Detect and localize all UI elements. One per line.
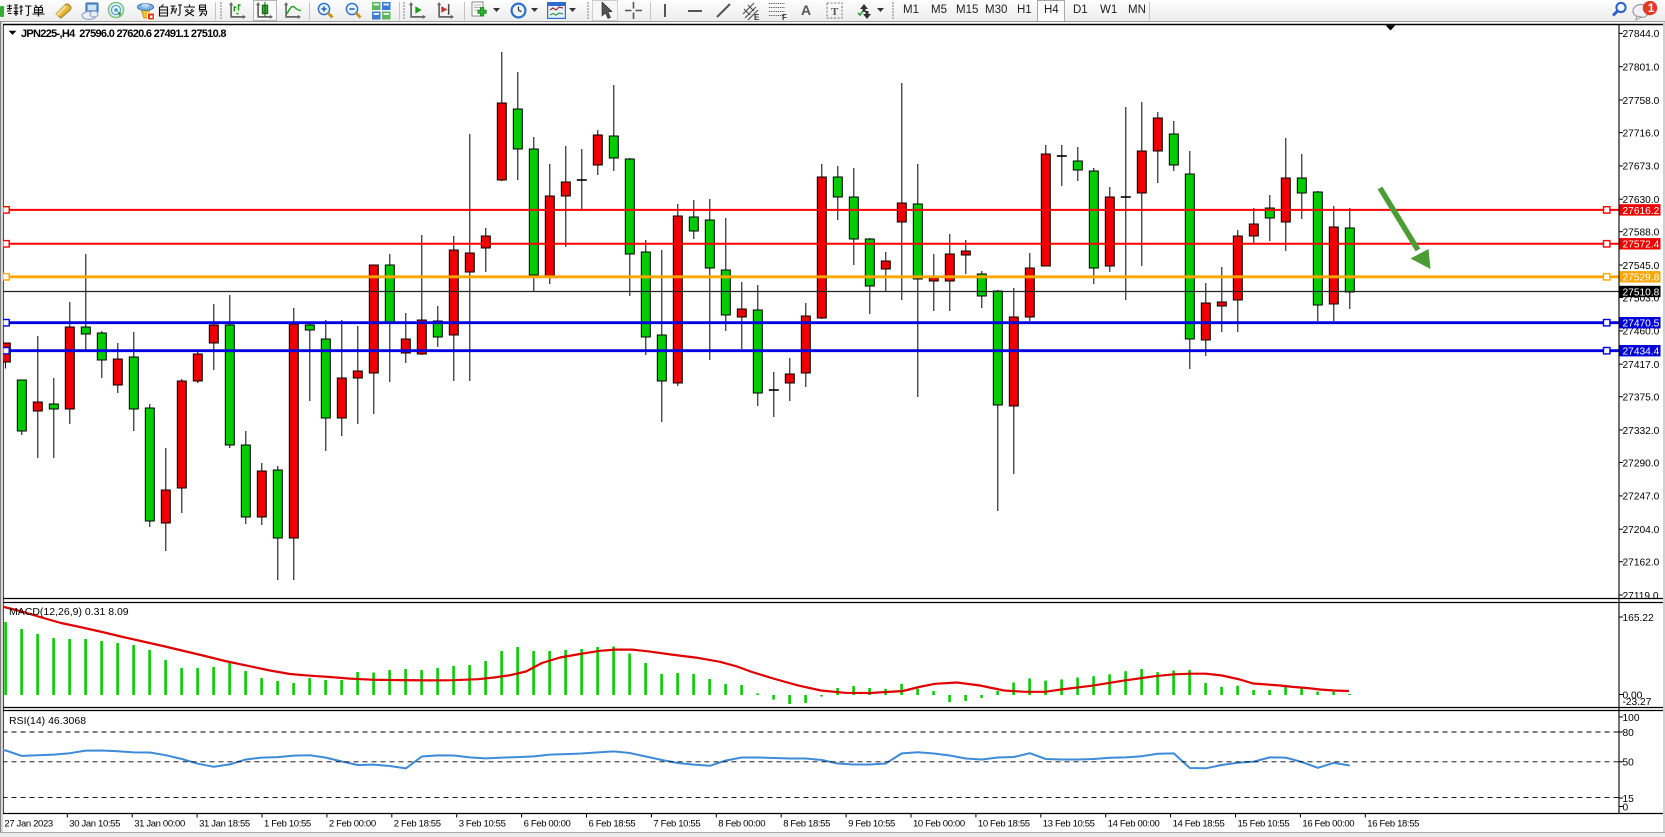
svg-text:27545.0: 27545.0: [1623, 261, 1660, 272]
svg-text:27510.8: 27510.8: [1623, 287, 1660, 298]
svg-text:100: 100: [1623, 713, 1640, 724]
svg-text:27332.0: 27332.0: [1623, 426, 1660, 437]
svg-text:6 Feb 00:00: 6 Feb 00:00: [524, 819, 571, 830]
svg-text:8 Feb 00:00: 8 Feb 00:00: [718, 819, 765, 830]
svg-text:15: 15: [1623, 794, 1635, 805]
svg-text:0.00: 0.00: [1623, 690, 1643, 701]
svg-text:E: E: [754, 13, 760, 21]
svg-text:16 Feb 00:00: 16 Feb 00:00: [1302, 819, 1354, 830]
svg-text:27716.0: 27716.0: [1623, 128, 1660, 139]
svg-text:27375.0: 27375.0: [1623, 393, 1660, 404]
svg-text:14 Feb 18:55: 14 Feb 18:55: [1173, 819, 1225, 830]
svg-text:27119.0: 27119.0: [1623, 591, 1659, 602]
svg-text:RSI(14) 46.3068: RSI(14) 46.3068: [9, 715, 86, 727]
svg-text:27673.0: 27673.0: [1623, 162, 1660, 173]
svg-text:27247.0: 27247.0: [1623, 492, 1660, 503]
svg-text:JPN225-,H4 27596.0 27620.6 27: JPN225-,H4 27596.0 27620.6 27491.1 27510…: [21, 28, 226, 40]
svg-text:3 Feb 10:55: 3 Feb 10:55: [459, 819, 506, 830]
svg-text:1: 1: [1648, 1, 1655, 15]
svg-text:13 Feb 10:55: 13 Feb 10:55: [1043, 819, 1095, 830]
svg-text:27572.4: 27572.4: [1623, 240, 1660, 251]
svg-text:2 Feb 18:55: 2 Feb 18:55: [394, 819, 441, 830]
svg-text:27588.0: 27588.0: [1623, 228, 1660, 239]
svg-text:10 Feb 00:00: 10 Feb 00:00: [913, 819, 965, 830]
svg-text:27801.0: 27801.0: [1623, 63, 1660, 74]
svg-text:16 Feb 18:55: 16 Feb 18:55: [1367, 819, 1419, 830]
svg-text:165.22: 165.22: [1623, 613, 1654, 624]
svg-text:6 Feb 18:55: 6 Feb 18:55: [589, 819, 636, 830]
svg-text:27630.0: 27630.0: [1623, 195, 1660, 206]
svg-text:14 Feb 00:00: 14 Feb 00:00: [1108, 819, 1160, 830]
svg-text:1 Feb 10:55: 1 Feb 10:55: [264, 819, 311, 830]
svg-text:27434.4: 27434.4: [1623, 347, 1660, 358]
svg-text:27162.0: 27162.0: [1623, 558, 1660, 569]
svg-text:27470.5: 27470.5: [1623, 319, 1660, 330]
svg-text:9 Feb 10:55: 9 Feb 10:55: [848, 819, 895, 830]
svg-text:27529.8: 27529.8: [1623, 273, 1660, 284]
svg-text:15 Feb 10:55: 15 Feb 10:55: [1238, 819, 1290, 830]
svg-text:31 Jan 00:00: 31 Jan 00:00: [134, 819, 185, 830]
svg-text:27417.0: 27417.0: [1623, 360, 1660, 371]
svg-text:7 Feb 10:55: 7 Feb 10:55: [653, 819, 700, 830]
svg-text:-23.27: -23.27: [1623, 697, 1652, 708]
svg-text:8 Feb 18:55: 8 Feb 18:55: [783, 819, 830, 830]
svg-text:27503.0: 27503.0: [1623, 293, 1660, 304]
svg-text:27290.0: 27290.0: [1623, 458, 1660, 469]
svg-text:27616.2: 27616.2: [1623, 206, 1660, 217]
svg-text:27758.0: 27758.0: [1623, 96, 1660, 107]
svg-text:F: F: [782, 13, 787, 21]
svg-text:2 Feb 00:00: 2 Feb 00:00: [329, 819, 376, 830]
svg-text:T: T: [831, 6, 839, 18]
svg-text:80: 80: [1623, 728, 1635, 739]
svg-text:27460.0: 27460.0: [1623, 327, 1660, 338]
svg-text:10 Feb 18:55: 10 Feb 18:55: [978, 819, 1030, 830]
svg-text:30 Jan 10:55: 30 Jan 10:55: [69, 819, 120, 830]
svg-text:31 Jan 18:55: 31 Jan 18:55: [199, 819, 250, 830]
svg-text:27844.0: 27844.0: [1623, 29, 1660, 40]
svg-text:27 Jan 2023: 27 Jan 2023: [4, 819, 53, 830]
svg-text:50: 50: [1623, 758, 1635, 769]
svg-text:0: 0: [1623, 802, 1629, 813]
svg-text:MACD(12,26,9) 0.31 8.09: MACD(12,26,9) 0.31 8.09: [9, 606, 129, 618]
svg-text:27204.0: 27204.0: [1623, 525, 1660, 536]
